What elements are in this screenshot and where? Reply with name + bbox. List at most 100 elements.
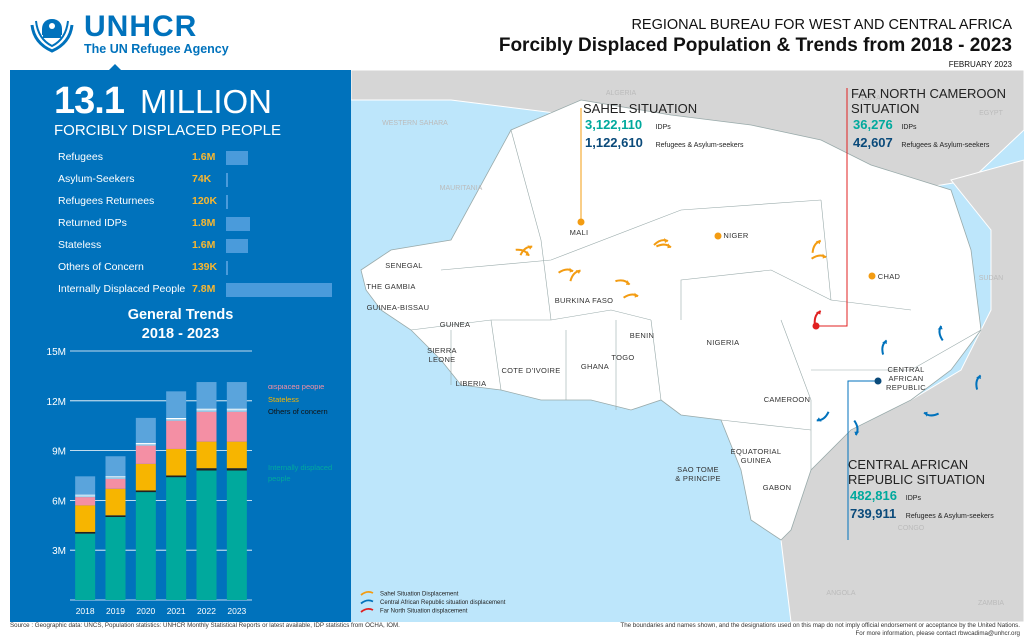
- map-country-label: CENTRAL AFRICAN REPUBLIC: [886, 365, 926, 392]
- breakdown-bar: [226, 239, 248, 253]
- breakdown-row: Internally Displaced People 7.8M: [58, 278, 348, 300]
- situation-idps: 36,276: [853, 117, 893, 132]
- trends-title: General Trends 2018 - 2023: [10, 306, 351, 344]
- chart-bar-segment: [75, 531, 96, 534]
- map-background-country-label: EGYPT: [979, 110, 1003, 117]
- chad-marker: [868, 272, 876, 280]
- breakdown-value: 120K: [192, 195, 218, 207]
- breakdown-value: 1.6M: [192, 151, 216, 163]
- breakdown-bar: [226, 261, 228, 275]
- breakdown-bar: [226, 195, 228, 209]
- map[interactable]: MALI NIGER CHAD SENEGAL THE GAMBIA GUINEA-BIS…: [351, 70, 1024, 622]
- chart-bar-segment: [135, 417, 156, 443]
- chart-legend-label: displaced people: [268, 385, 324, 391]
- situation-idps: 3,122,110: [585, 117, 642, 132]
- displacement-arrow-icon: [813, 310, 822, 325]
- chart-ytick-label: 9M: [52, 447, 66, 458]
- chart-bar-segment: [105, 456, 126, 477]
- map-country-label: SAO TOME & PRINCIPE: [675, 465, 721, 483]
- chart-bar-segment: [105, 488, 126, 516]
- chart-legend-label: Others of concern: [268, 407, 328, 416]
- breakdown-row: Asylum-Seekers 74K: [58, 168, 348, 190]
- chart-bar-segment: [105, 477, 126, 479]
- chart-bar-segment: [226, 470, 247, 600]
- chart-bar-segment: [105, 476, 126, 478]
- chart-bar-segment: [75, 505, 96, 532]
- trends-title-line2: 2018 - 2023: [141, 326, 220, 342]
- situation-title: REPUBLIC SITUATION: [848, 472, 985, 487]
- displacement-arrow-icon: [655, 243, 672, 249]
- chart-ytick-label: 3M: [52, 546, 66, 557]
- chart-xtick-label: 2023: [227, 606, 246, 616]
- sahel-marker: [577, 218, 585, 226]
- chart-bar-segment: [196, 382, 217, 409]
- total-unit: MILLION: [139, 83, 273, 120]
- chart-bar-segment: [166, 420, 187, 449]
- map-country-label: SENEGAL: [385, 261, 423, 270]
- map-legend-item: Far North Situation displacement: [360, 607, 468, 615]
- breakdown-label: Refugees: [58, 151, 103, 163]
- displacement-arrow-icon: [816, 411, 830, 422]
- header: UNHCR The UN Refugee Agency REGIONAL BUR…: [0, 0, 1024, 70]
- breakdown-value: 74K: [192, 173, 212, 185]
- displacement-arrow-icon: [623, 292, 639, 299]
- chart-ytick-label: 12M: [47, 397, 66, 408]
- chart-xtick-label: 2018: [76, 606, 95, 616]
- map-legend-item: Sahel Situation Displacement: [360, 590, 459, 598]
- total-figure: 13.1 MILLION: [54, 80, 272, 123]
- breakdown-label: Asylum-Seekers: [58, 173, 135, 185]
- chart-bar-segment: [135, 492, 156, 600]
- situation-refugee-label: Refugees & Asylum-seekers: [656, 142, 744, 149]
- displacement-arrow-icon: [937, 325, 944, 341]
- breakdown-row: Refugees 1.6M: [58, 146, 348, 168]
- unhcr-logo[interactable]: UNHCR The UN Refugee Agency: [28, 12, 229, 56]
- car-leader-line: [847, 380, 878, 540]
- chart-bar-segment: [75, 533, 96, 600]
- page-supertitle: REGIONAL BUREAU FOR WEST AND CENTRAL AFR…: [631, 17, 1012, 33]
- chart-bar-segment: [226, 408, 247, 410]
- chart-bar-segment: [75, 497, 96, 506]
- chart-bar-segment: [196, 470, 217, 600]
- logo-tagline: The UN Refugee Agency: [84, 42, 229, 56]
- breakdown-label: Others of Concern: [58, 261, 144, 273]
- map-country-label: MALI: [570, 228, 589, 237]
- chart-ytick-label: 6M: [52, 496, 66, 507]
- map-background-country-label: ALGERIA: [606, 90, 637, 97]
- map-country-label: EQUATORIAL GUINEA: [731, 447, 782, 465]
- map-background-country-label: SUDAN: [979, 275, 1004, 282]
- map-country-label: BENIN: [630, 331, 654, 340]
- chart-bar-segment: [135, 490, 156, 493]
- chart-bar-segment: [166, 417, 187, 420]
- displacement-arrow-icon: [653, 238, 669, 246]
- map-country-label: GHANA: [581, 362, 609, 371]
- chart-bar-segment: [135, 463, 156, 491]
- legend-arrow-icon: [360, 590, 374, 596]
- total-number: 13.1: [54, 80, 125, 122]
- niger-marker: [714, 232, 722, 240]
- displacement-arrow-icon: [615, 279, 631, 286]
- breakdown-value: 7.8M: [192, 283, 216, 295]
- page-title: Forcibly Displaced Population & Trends f…: [498, 35, 1012, 56]
- map-background-country-label: ANGOLA: [826, 590, 856, 597]
- displacement-arrow-icon: [515, 248, 530, 257]
- chart-bar-segment: [226, 468, 247, 471]
- legend-label: Central African Republic situation displ…: [380, 600, 506, 606]
- map-background-country-label: ZAMBIA: [978, 600, 1004, 607]
- map-legend-item: Central African Republic situation displ…: [360, 599, 506, 606]
- chart-bar-segment: [135, 443, 156, 446]
- chart-legend-label: Internally displaced: [268, 463, 332, 472]
- far-north-marker: [812, 322, 820, 330]
- map-background-country-label: CONGO: [898, 525, 925, 532]
- chart-bar-segment: [105, 517, 126, 600]
- total-subtitle: FORCIBLY DISPLACED PEOPLE: [54, 122, 282, 139]
- situation-refugee-label: Refugees & Asylum-seekers: [901, 142, 989, 149]
- situation-title: SAHEL SITUATION: [583, 101, 697, 116]
- map-background-country-label: MAURITANIA: [440, 185, 483, 192]
- map-country-label: TOGO: [611, 353, 634, 362]
- chart-bar-segment: [75, 495, 96, 498]
- chart-bar-segment: [166, 477, 187, 600]
- west-africa-land: [360, 99, 982, 541]
- displacement-arrow-icon: [811, 253, 827, 260]
